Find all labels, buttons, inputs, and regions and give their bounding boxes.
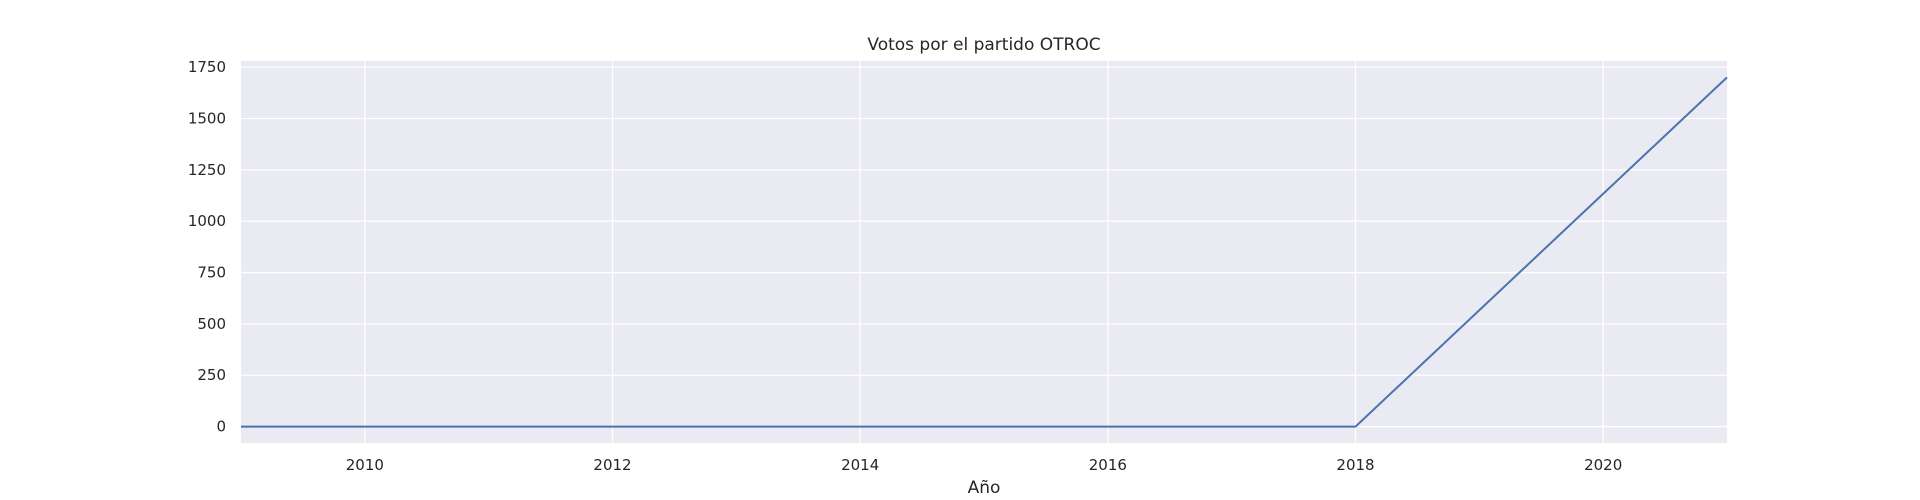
series-line <box>241 76 1728 428</box>
plot-area <box>241 61 1727 443</box>
x-tick-label: 2020 <box>1584 456 1622 474</box>
x-axis-ticks: 2010 2012 2014 2016 2018 2020 <box>346 456 1623 474</box>
x-tick-label: 2018 <box>1336 456 1374 474</box>
y-tick-label: 1250 <box>188 161 226 179</box>
y-tick-label: 500 <box>197 315 226 333</box>
y-tick-label: 750 <box>197 264 226 282</box>
y-tick-label: 1750 <box>188 58 226 76</box>
y-tick-label: 1000 <box>188 212 226 230</box>
x-axis-label: Año <box>968 478 1001 498</box>
y-tick-label: 1500 <box>188 110 226 128</box>
grid-lines <box>241 61 1727 443</box>
x-tick-label: 2012 <box>593 456 631 474</box>
x-tick-label: 2016 <box>1089 456 1127 474</box>
y-tick-label: 0 <box>216 418 226 436</box>
x-tick-label: 2014 <box>841 456 879 474</box>
y-tick-label: 250 <box>197 366 226 384</box>
y-axis-ticks: 0 250 500 750 1000 1250 1500 1750 <box>188 58 226 435</box>
series-layer <box>241 76 1728 428</box>
x-tick-label: 2010 <box>346 456 384 474</box>
chart-title: Votos por el partido OTROC <box>867 35 1100 55</box>
